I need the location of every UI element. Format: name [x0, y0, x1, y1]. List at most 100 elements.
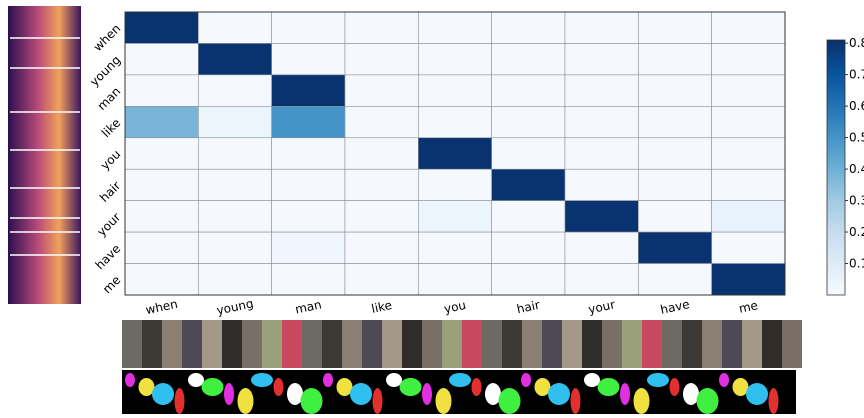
heatmap-cell	[271, 263, 346, 296]
heatmap-cell	[198, 263, 272, 296]
video-frame	[282, 320, 302, 368]
segment-blob	[174, 388, 185, 414]
segment-blob	[224, 383, 234, 405]
colorbar	[826, 39, 846, 296]
heatmap-cell	[564, 106, 639, 139]
y-tick-label: like	[99, 116, 123, 140]
heatmap-cell	[711, 106, 786, 139]
video-frame	[342, 320, 362, 368]
heatmap-cell	[491, 168, 566, 201]
x-tick-label: man	[294, 297, 323, 316]
segment-blob	[768, 388, 779, 414]
x-tick-label: your	[587, 297, 616, 316]
video-frame	[222, 320, 242, 368]
heatmap-cell	[638, 263, 712, 296]
segment-blob	[534, 378, 551, 396]
segment-blob	[350, 383, 372, 405]
video-frame	[602, 320, 622, 368]
segment-blob	[152, 383, 174, 405]
segment-blob	[449, 373, 471, 387]
colorbar-tick-label: 0.7	[849, 68, 864, 82]
segment-blob	[498, 388, 521, 414]
heatmap-cell	[344, 74, 419, 107]
video-frame	[582, 320, 602, 368]
x-tick-label: hair	[516, 298, 542, 317]
heatmap-cell	[638, 43, 712, 76]
segment-blob	[570, 388, 581, 414]
heatmap-cell	[198, 137, 272, 170]
x-tick-label: me	[738, 298, 760, 316]
heatmap-cell	[418, 74, 492, 107]
segment-blob	[273, 378, 284, 396]
spectrogram	[8, 6, 81, 304]
heatmap-cell	[638, 74, 712, 107]
heatmap-cell	[124, 106, 199, 139]
heatmap-cell	[418, 263, 492, 296]
heatmap-cell	[198, 43, 272, 76]
segment-blob	[471, 378, 482, 396]
segment-blob	[201, 378, 224, 396]
video-frame	[782, 320, 802, 368]
segment-blob	[386, 373, 402, 387]
heatmap-cell	[711, 200, 786, 233]
heatmap-cell	[124, 263, 199, 296]
segment-blob	[732, 378, 749, 396]
heatmap-cell	[418, 11, 492, 44]
heatmap-cell	[344, 263, 419, 296]
video-frame	[422, 320, 442, 368]
video-frame	[142, 320, 162, 368]
video-frame	[622, 320, 642, 368]
heatmap-cell	[711, 231, 786, 264]
y-tick-label: young	[87, 53, 123, 89]
heatmap-cell	[344, 11, 419, 44]
segment-blob	[597, 378, 620, 396]
colorbar-tick-label: 0.5	[849, 131, 864, 145]
segment-blob	[287, 383, 303, 405]
segment-blob	[521, 373, 531, 387]
y-tick-label: man	[95, 84, 124, 113]
heatmap-cell	[198, 74, 272, 107]
video-frame	[202, 320, 222, 368]
video-frame	[642, 320, 662, 368]
segment-blob	[584, 373, 600, 387]
video-frame	[162, 320, 182, 368]
video-frame	[322, 320, 342, 368]
heatmap-cell	[344, 43, 419, 76]
heatmap-cell	[711, 11, 786, 44]
heatmap-cell	[418, 137, 492, 170]
video-frame	[662, 320, 682, 368]
heatmap-cell	[418, 43, 492, 76]
heatmap-cell	[491, 11, 566, 44]
heatmap-cell	[271, 74, 346, 107]
segment-blob	[237, 388, 254, 414]
y-tick-label: me	[100, 273, 123, 296]
segment-blob	[746, 383, 768, 405]
heatmap-cell	[344, 106, 419, 139]
video-frame	[542, 320, 562, 368]
colorbar-tick-label: 0.8	[849, 36, 864, 50]
heatmap-cell	[124, 231, 199, 264]
heatmap-cell	[491, 106, 566, 139]
heatmap-cell	[564, 74, 639, 107]
heatmap-cell	[564, 231, 639, 264]
segment-blob	[683, 383, 699, 405]
heatmap-cell	[418, 168, 492, 201]
heatmap-cell	[198, 11, 272, 44]
y-tick-label: your	[94, 210, 123, 239]
heatmap-cell	[711, 137, 786, 170]
heatmap-cell	[564, 263, 639, 296]
heatmap-cell	[271, 11, 346, 44]
video-frame	[382, 320, 402, 368]
video-frame	[182, 320, 202, 368]
x-tick-label: you	[443, 298, 467, 316]
heatmap-cell	[198, 168, 272, 201]
segment-blob	[251, 373, 273, 387]
video-frame	[562, 320, 582, 368]
heatmap-cell	[271, 168, 346, 201]
segment-blob	[188, 373, 204, 387]
colorbar-tick-label: 0.6	[849, 99, 864, 113]
x-tick-label: like	[370, 298, 393, 316]
heatmap-cell	[711, 168, 786, 201]
segment-blob	[138, 378, 155, 396]
